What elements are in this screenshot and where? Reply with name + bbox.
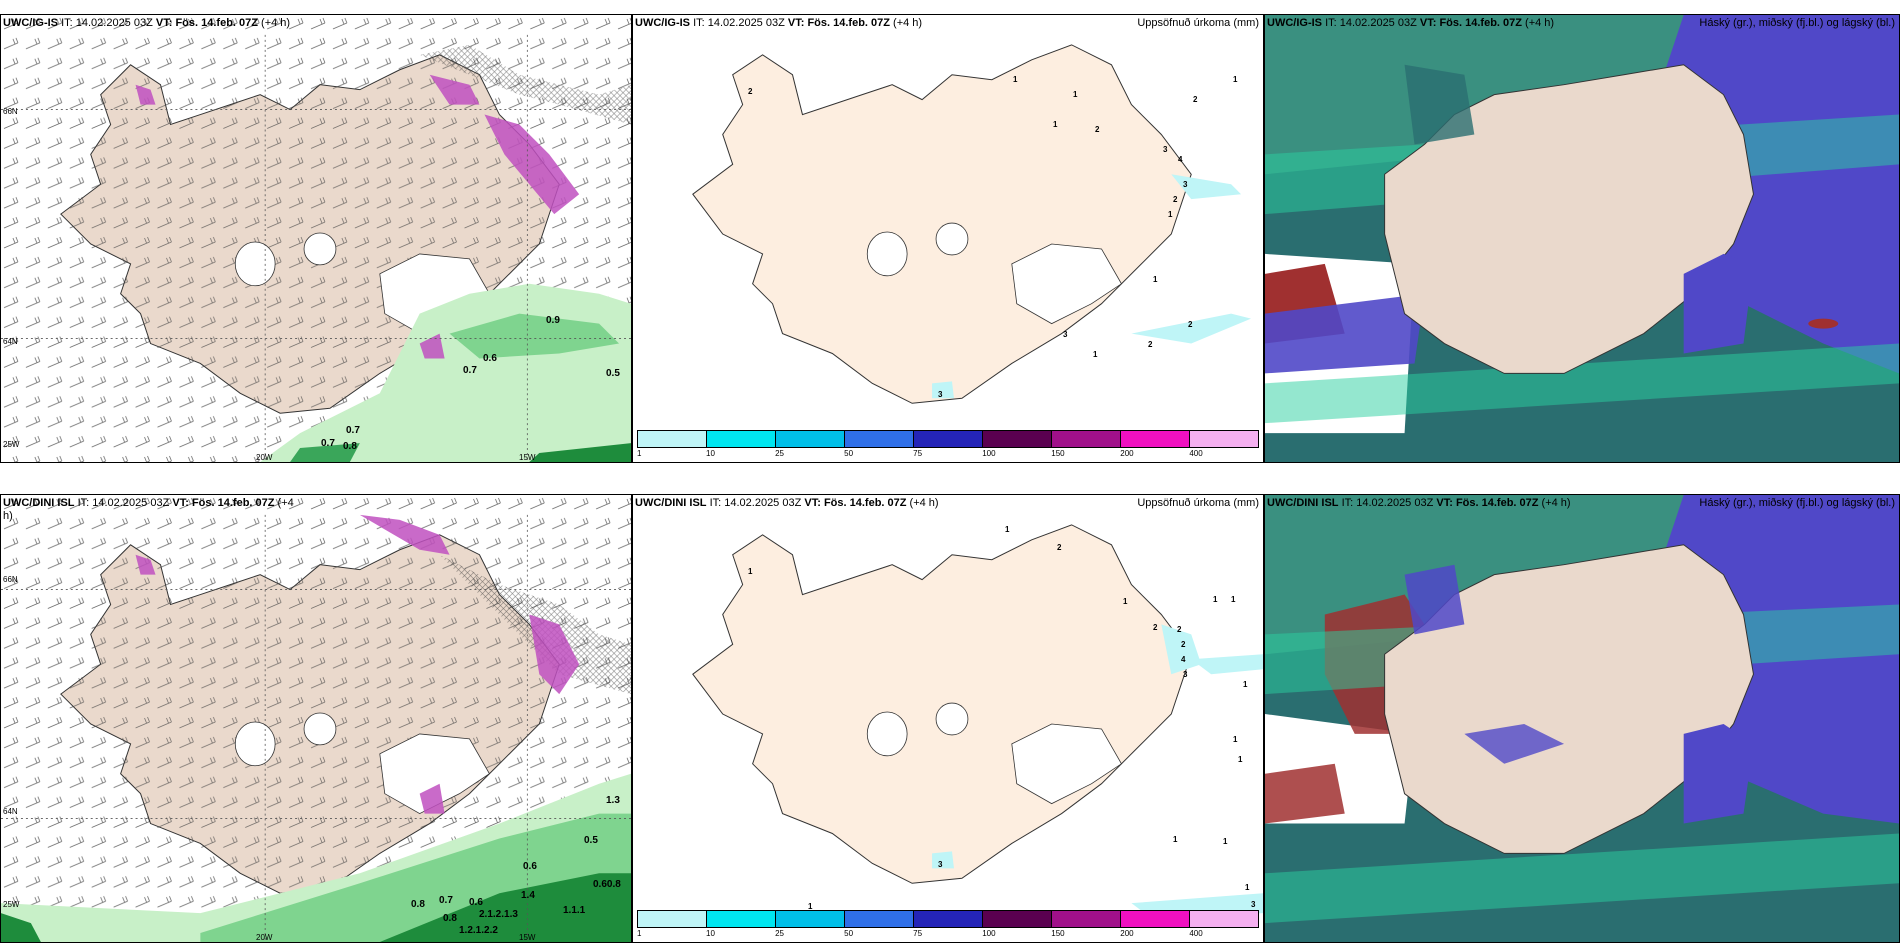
precip-value: 1 (1213, 595, 1218, 604)
precip-value: 0.8 (343, 441, 357, 452)
precip-value: 1 (748, 567, 753, 576)
panel-header: UWC/IG-IS IT: 14.02.2025 03Z VT: Fös. 14… (635, 17, 1259, 29)
precip-value: 1.3 (606, 795, 620, 806)
iceland-landmass (692, 524, 1192, 884)
precip-value: 2 (1057, 543, 1062, 552)
precip-value: 2 (1181, 640, 1186, 649)
precip-value: 2 (1173, 195, 1178, 204)
precip-value: 1 (1238, 755, 1243, 764)
precip-value: 0.5 (584, 835, 598, 846)
lat-tick: 64N (3, 807, 18, 816)
precip-value: 3 (1063, 330, 1068, 339)
precip-value: 1 (1073, 90, 1078, 99)
precip-value: 1 (1013, 75, 1018, 84)
precip-value: 1 (1231, 595, 1236, 604)
precip-value: 1 (1053, 120, 1058, 129)
precip-value: 0.9 (546, 315, 560, 326)
lon-tick: 15W (519, 453, 536, 462)
lon-tick: 20W (256, 453, 273, 462)
lat-tick: 64N (3, 337, 18, 346)
precip-colorbar (637, 430, 1259, 448)
precip-value: 3 (1183, 670, 1188, 679)
precip-value: 2 (748, 87, 753, 96)
precip-value: 0.6 (523, 861, 537, 872)
precip-value: 2 (1095, 125, 1100, 134)
precip-value: 0.6 (483, 353, 497, 364)
precip-value: 0.7 (346, 425, 360, 436)
precip-value: 1 (1243, 680, 1248, 689)
colorbar-labels: 1 10 25 50 75 100 150 200 400 (637, 929, 1203, 938)
panel-header: UWC/DINI ISL IT: 14.02.2025 03Z VT: Fös.… (635, 497, 1259, 509)
precip-value: 3 (938, 860, 943, 869)
precip-value: 1 (808, 902, 813, 911)
cloud-cover-map (1265, 15, 1899, 462)
precip-value: 3 (938, 390, 943, 399)
precip-value: 0.5 (606, 368, 620, 379)
panel-bottom-mid: UWC/DINI ISL IT: 14.02.2025 03Z VT: Fös.… (632, 494, 1264, 943)
panel-header: UWC/IG-IS IT: 14.02.2025 03Z VT: Fös. 14… (3, 17, 291, 29)
precip-value: 2 (1153, 623, 1158, 632)
panel-header: UWC/DINI ISL IT: 14.02.2025 03Z VT: Fös.… (1267, 497, 1895, 509)
precip-value: 1 (1168, 210, 1173, 219)
precip-value: 1 (1223, 837, 1228, 846)
precip-value: 1.4 (521, 890, 535, 901)
precip-value: 1 (1233, 75, 1238, 84)
precip-value: 1 (1005, 525, 1010, 534)
accumulated-precip-map (692, 524, 1263, 919)
iceland-landmass (692, 44, 1192, 404)
precip-value: 3 (1183, 180, 1188, 189)
precip-value: 0.60.8 (593, 879, 621, 890)
precip-value: 0.6 (469, 897, 483, 908)
precip-value: 0.7 (439, 895, 453, 906)
wind-precip-map (1, 495, 631, 942)
precip-colorbar (637, 910, 1259, 928)
panel-top-mid: UWC/IG-IS IT: 14.02.2025 03Z VT: Fös. 14… (632, 14, 1264, 463)
accumulated-precip-map (692, 44, 1252, 404)
precip-value: 0.7 (463, 365, 477, 376)
precip-value: 1 (1233, 735, 1238, 744)
lon-tick: 20W (256, 933, 273, 942)
precip-value: 2 (1188, 320, 1193, 329)
panel-bottom-left: UWC/DINI ISL IT: 14.02.2025 03Z VT: Fös.… (0, 494, 632, 943)
precip-value: 3 (1251, 900, 1256, 909)
lon-tick: 25W (3, 440, 20, 449)
precip-value: 0.8 (411, 899, 425, 910)
panel-top-left: UWC/IG-IS IT: 14.02.2025 03Z VT: Fös. 14… (0, 14, 632, 463)
precip-value: 1.1.1 (563, 905, 586, 916)
precip-value: 1 (1093, 350, 1098, 359)
lat-tick: 66N (3, 575, 18, 584)
lat-tick: 66N (3, 107, 18, 116)
precip-value: 1 (1173, 835, 1178, 844)
precip-value: 4 (1178, 155, 1183, 164)
wind-precip-map (1, 15, 631, 462)
precip-value: 1 (1245, 883, 1250, 892)
panel-header: UWC/DINI ISL IT: 14.02.2025 03Z VT: Fös.… (3, 497, 294, 522)
precip-value: 0.7 (321, 438, 335, 449)
cloud-cover-map (1265, 495, 1899, 942)
lon-tick: 15W (519, 933, 536, 942)
precip-value: 2.1.2.1.3 (479, 909, 518, 920)
precip-value: 1.2.1.2.2 (459, 925, 498, 936)
panel-bottom-right: UWC/DINI ISL IT: 14.02.2025 03Z VT: Fös.… (1264, 494, 1900, 943)
precip-value: 0.8 (443, 913, 457, 924)
precip-value: 3 (1163, 145, 1168, 154)
precip-value: 2 (1148, 340, 1153, 349)
precip-value: 4 (1181, 655, 1186, 664)
panel-top-right: UWC/IG-IS IT: 14.02.2025 03Z VT: Fös. 14… (1264, 14, 1900, 463)
colorbar-labels: 1 10 25 50 75 100 150 200 400 (637, 449, 1203, 458)
lon-tick: 25W (3, 900, 20, 909)
precip-value: 2 (1177, 625, 1182, 634)
panel-header: UWC/IG-IS IT: 14.02.2025 03Z VT: Fös. 14… (1267, 17, 1895, 29)
precip-value: 2 (1193, 95, 1198, 104)
precip-value: 1 (1123, 597, 1128, 606)
precip-value: 1 (1153, 275, 1158, 284)
